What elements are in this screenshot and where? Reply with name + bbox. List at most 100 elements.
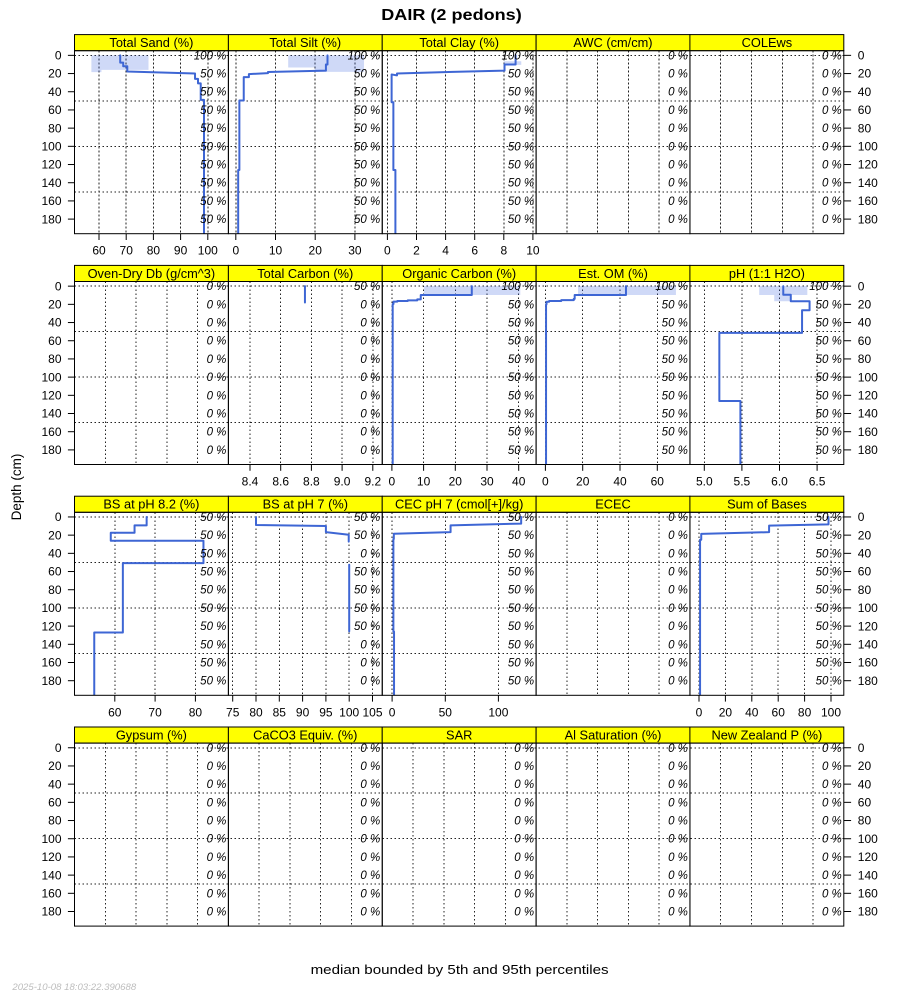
svg-text:50 %: 50 % [508,160,534,172]
svg-text:120: 120 [858,850,878,864]
svg-text:80: 80 [249,705,263,719]
svg-text:8.4: 8.4 [242,475,259,489]
svg-text:0 %: 0 % [514,761,534,773]
svg-text:20: 20 [48,759,62,773]
svg-text:0 %: 0 % [207,299,227,311]
svg-text:0 %: 0 % [360,427,380,439]
svg-text:0 %: 0 % [668,816,688,828]
svg-text:100: 100 [858,139,878,153]
svg-text:0 %: 0 % [668,603,688,615]
svg-text:80: 80 [48,121,62,135]
svg-text:50 %: 50 % [354,160,380,172]
svg-text:0 %: 0 % [360,870,380,882]
svg-text:140: 140 [858,637,878,651]
svg-text:30: 30 [348,244,362,258]
svg-text:0 %: 0 % [822,743,842,755]
svg-text:0 %: 0 % [514,870,534,882]
svg-text:100: 100 [821,705,841,719]
svg-text:50 %: 50 % [816,585,842,597]
svg-text:0 %: 0 % [207,907,227,919]
svg-text:50 %: 50 % [354,512,380,524]
svg-text:60: 60 [858,103,872,117]
svg-text:40: 40 [858,777,872,791]
svg-text:50 %: 50 % [816,372,842,384]
svg-text:40: 40 [512,475,526,489]
svg-text:0 %: 0 % [514,743,534,755]
svg-text:100 %: 100 % [194,50,227,62]
svg-text:50 %: 50 % [816,445,842,457]
svg-text:160: 160 [41,656,61,670]
svg-text:5.0: 5.0 [696,475,713,489]
svg-text:140: 140 [41,637,61,651]
svg-text:0 %: 0 % [822,888,842,900]
svg-text:50 %: 50 % [816,299,842,311]
svg-text:0 %: 0 % [668,530,688,542]
svg-text:50 %: 50 % [200,123,226,135]
svg-text:20: 20 [576,475,590,489]
svg-text:Total Sand (%): Total Sand (%) [109,35,193,50]
svg-text:50 %: 50 % [816,390,842,402]
svg-text:0 %: 0 % [822,50,842,62]
svg-text:0 %: 0 % [668,69,688,81]
svg-text:50 %: 50 % [508,123,534,135]
svg-text:Organic Carbon (%): Organic Carbon (%) [402,266,516,281]
svg-text:50 %: 50 % [508,567,534,579]
svg-text:0 %: 0 % [360,907,380,919]
svg-text:0 %: 0 % [207,445,227,457]
svg-text:50 %: 50 % [508,196,534,208]
svg-text:0 %: 0 % [360,816,380,828]
svg-text:40: 40 [745,705,759,719]
svg-text:SAR: SAR [446,728,472,743]
svg-text:ECEC: ECEC [595,497,631,512]
svg-text:50: 50 [439,705,453,719]
svg-text:180: 180 [41,674,61,688]
svg-text:50 %: 50 % [508,658,534,670]
svg-text:Al Saturation (%): Al Saturation (%) [565,728,662,743]
svg-text:0 %: 0 % [668,870,688,882]
svg-text:10: 10 [417,475,431,489]
svg-text:0 %: 0 % [207,281,227,293]
svg-text:100: 100 [339,705,359,719]
svg-text:0 %: 0 % [514,797,534,809]
svg-text:0 %: 0 % [668,567,688,579]
svg-text:0 %: 0 % [207,870,227,882]
svg-text:0 %: 0 % [668,50,688,62]
svg-text:DAIR (2 pedons): DAIR (2 pedons) [381,7,522,24]
svg-text:5.5: 5.5 [734,475,751,489]
svg-text:50 %: 50 % [508,214,534,226]
svg-text:120: 120 [858,158,878,172]
svg-text:9.2: 9.2 [364,475,381,489]
svg-text:pH (1:1 H2O): pH (1:1 H2O) [729,266,805,281]
svg-text:50 %: 50 % [508,585,534,597]
svg-text:160: 160 [858,194,878,208]
svg-text:0 %: 0 % [207,852,227,864]
svg-text:0 %: 0 % [668,888,688,900]
svg-text:0 %: 0 % [668,160,688,172]
svg-text:20: 20 [858,759,872,773]
svg-text:50 %: 50 % [508,445,534,457]
svg-text:50 %: 50 % [508,318,534,330]
svg-text:50 %: 50 % [508,603,534,615]
svg-text:80: 80 [858,814,872,828]
svg-text:50 %: 50 % [200,567,226,579]
svg-text:50 %: 50 % [816,567,842,579]
svg-text:50 %: 50 % [200,105,226,117]
svg-text:0 %: 0 % [822,779,842,791]
svg-text:50 %: 50 % [508,69,534,81]
svg-text:0 %: 0 % [822,123,842,135]
svg-text:50 %: 50 % [816,676,842,688]
svg-text:0 %: 0 % [207,816,227,828]
svg-text:80: 80 [48,814,62,828]
svg-text:40: 40 [858,316,872,330]
svg-text:2: 2 [413,244,420,258]
svg-text:50 %: 50 % [816,621,842,633]
svg-text:100: 100 [858,370,878,384]
svg-text:0 %: 0 % [668,141,688,153]
svg-text:0 %: 0 % [514,834,534,846]
svg-text:0: 0 [55,49,62,63]
svg-text:0: 0 [389,705,396,719]
svg-text:10: 10 [269,244,283,258]
svg-text:Total Clay (%): Total Clay (%) [419,35,499,50]
svg-text:80: 80 [48,583,62,597]
svg-text:180: 180 [858,443,878,457]
